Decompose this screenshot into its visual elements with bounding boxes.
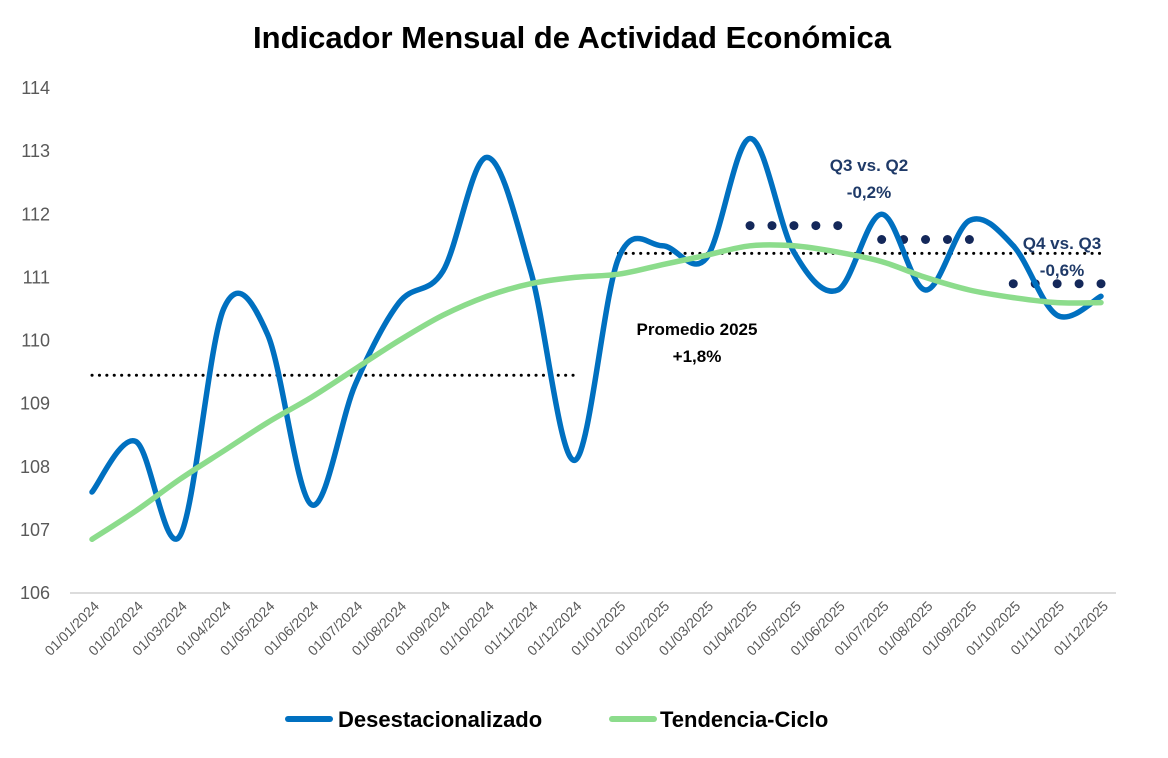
reference-dots-promedio-q2-2025: [745, 221, 843, 231]
y-tick-109: 109: [20, 394, 50, 414]
series-line-tendencia-ciclo: [89, 242, 1104, 543]
legend-label-desestacionalizado: Desestacionalizado: [338, 707, 542, 732]
y-tick-108: 108: [20, 457, 50, 477]
reference-dot-promedio-q4-2025-2: [1052, 279, 1062, 289]
series-lines: [89, 135, 1104, 543]
reference-dot-promedio-q3-2025-0: [877, 235, 887, 244]
reference-dot-promedio-q4-2025-4: [1096, 279, 1106, 289]
y-tick-106: 106: [20, 583, 50, 603]
reference-dot-promedio-q4-2025-3: [1074, 279, 1084, 289]
reference-dot-promedio-q2-2025-4: [833, 221, 843, 231]
legend-label-tendencia-ciclo: Tendencia-Ciclo: [660, 707, 828, 732]
annotation-promedio-value: +1,8%: [673, 347, 722, 366]
reference-dots-promedio-q4-2025: [1008, 279, 1106, 289]
reference-dots-promedio-q3-2025: [877, 235, 974, 244]
annotation-q3q2-value: -0,2%: [847, 183, 891, 202]
y-axis-ticks: 106 107 108 109 110 111 112 113 114: [20, 78, 50, 603]
reference-dot-promedio-q2-2025-0: [745, 221, 755, 231]
reference-lines: [90, 221, 1106, 377]
series-line-desestacionalizado: [89, 135, 1104, 542]
reference-dot-promedio-q2-2025-3: [811, 221, 821, 231]
annotation-q4q3-value: -0,6%: [1040, 261, 1084, 280]
y-tick-113: 113: [21, 141, 50, 161]
y-tick-111: 111: [23, 267, 50, 287]
annotation-q4q3-title: Q4 vs. Q3: [1023, 234, 1101, 253]
x-axis-ticks: 01/01/202401/02/202401/03/202401/04/2024…: [41, 598, 1111, 659]
legend: Desestacionalizado Tendencia-Ciclo: [285, 707, 828, 732]
reference-dot-promedio-q4-2025-0: [1008, 279, 1018, 289]
y-tick-112: 112: [21, 204, 50, 224]
annotation-q3q2-title: Q3 vs. Q2: [830, 156, 908, 175]
y-tick-110: 110: [21, 331, 50, 351]
reference-dot-promedio-q2-2025-1: [767, 221, 777, 231]
reference-dot-promedio-q3-2025-3: [942, 235, 952, 244]
annotation-promedio-title: Promedio 2025: [637, 320, 758, 339]
reference-dot-promedio-q3-2025-4: [964, 235, 974, 244]
reference-dot-promedio-q3-2025-2: [921, 235, 931, 244]
y-tick-114: 114: [21, 78, 50, 98]
y-tick-107: 107: [20, 520, 50, 540]
chart-title: Indicador Mensual de Actividad Económica: [253, 20, 892, 55]
reference-dot-promedio-q2-2025-2: [789, 221, 799, 231]
